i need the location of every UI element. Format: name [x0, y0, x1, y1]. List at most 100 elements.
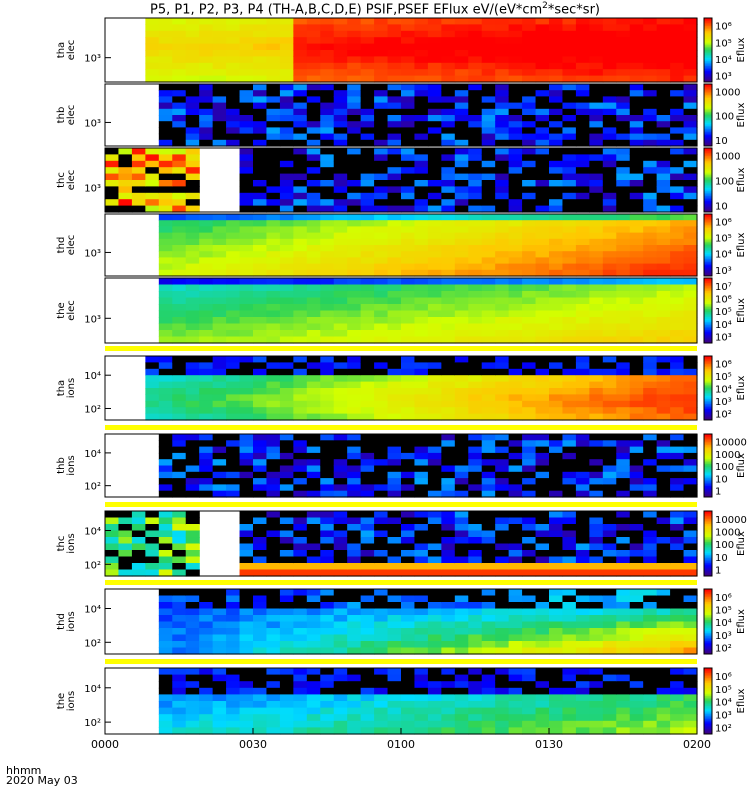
spectrogram-cell — [643, 628, 658, 636]
spectrogram-cell — [575, 108, 590, 116]
colorbar-segment — [704, 156, 712, 159]
spectrogram-cell — [427, 245, 442, 252]
spectrogram-cell — [387, 668, 402, 676]
spectrogram-cell — [656, 90, 671, 97]
spectrogram-cell — [468, 304, 483, 312]
spectrogram-cell — [656, 720, 671, 728]
spectrogram-cell — [401, 589, 416, 597]
spectrogram-cell — [643, 139, 658, 147]
spectrogram-cell — [306, 37, 321, 45]
spectrogram-cell — [333, 108, 348, 116]
x-tick-label: 0130 — [535, 738, 563, 751]
spectrogram-cell — [549, 336, 564, 344]
spectrogram-cell — [118, 524, 133, 532]
spectrogram-cell — [670, 400, 685, 408]
spectrogram-cell — [656, 381, 671, 389]
spectrogram-cell — [266, 394, 281, 402]
spectrogram-cell — [549, 563, 564, 571]
spectrogram-cell — [185, 238, 200, 246]
colorbar-tick-label: 10⁷ — [715, 282, 732, 293]
spectrogram-cell — [575, 608, 590, 616]
colorbar-segment — [704, 597, 712, 600]
spectrogram-cell — [226, 18, 241, 25]
spectrogram-cell — [629, 478, 644, 485]
spectrogram-cell — [401, 167, 416, 175]
spectrogram-cell — [441, 50, 456, 57]
spectrogram-cell — [387, 56, 402, 64]
spectrogram-cell — [266, 641, 281, 649]
colorbar-segment — [704, 318, 712, 321]
spectrogram-cell — [401, 400, 416, 408]
spectrogram-cell — [602, 537, 617, 545]
spectrogram-cell — [481, 84, 496, 91]
spectrogram-cell — [199, 478, 214, 485]
spectrogram-cell — [629, 440, 644, 448]
spectrogram-cell — [441, 284, 456, 292]
spectrogram-cell — [185, 330, 200, 338]
colorbar-segment — [704, 682, 712, 685]
spectrogram-cell — [414, 24, 429, 32]
spectrogram-cell — [387, 707, 402, 715]
spectrogram-cell — [522, 413, 537, 421]
spectrogram-cell — [212, 356, 227, 363]
spectrogram-cell — [683, 720, 698, 728]
spectrogram-cell — [360, 43, 375, 51]
spectrogram-cell — [629, 434, 644, 441]
spectrogram-cell — [562, 668, 577, 676]
spectrogram-cell — [387, 517, 402, 525]
colorbar-segment — [704, 295, 712, 299]
spectrogram-cell — [266, 304, 281, 312]
spectrogram-cell — [172, 394, 187, 402]
colorbar-segment — [704, 118, 712, 121]
spectrogram-cell — [105, 205, 120, 213]
spectrogram-cell — [266, 284, 281, 292]
spectrogram-cell — [481, 238, 496, 246]
spectrogram-cell — [374, 127, 389, 135]
spectrogram-cell — [360, 543, 375, 551]
spectrogram-cell — [279, 602, 294, 610]
spectrogram-cell — [239, 245, 254, 252]
spectrogram-cell — [656, 18, 671, 25]
spectrogram-cell — [266, 43, 281, 51]
spectrogram-cell — [320, 336, 335, 344]
spectrogram-cell — [549, 641, 564, 649]
spectrogram-cell — [253, 628, 268, 636]
panel-species-label: ions — [66, 611, 77, 631]
colorbar-segment — [704, 338, 712, 341]
spectrogram-cell — [656, 434, 671, 441]
spectrogram-cell — [616, 687, 631, 695]
spectrogram-cell — [320, 434, 335, 441]
spectrogram-cell — [374, 440, 389, 448]
spectrogram-cell — [387, 226, 402, 234]
spectrogram-cell — [683, 69, 698, 77]
spectrogram-cell — [172, 330, 187, 338]
spectrogram-cell — [481, 589, 496, 597]
colorbar-segment — [704, 186, 712, 189]
spectrogram-cell — [549, 413, 564, 421]
colorbar-segment — [704, 149, 712, 152]
spectrogram-cell — [643, 232, 658, 240]
spectrogram-cell — [306, 133, 321, 141]
spectrogram-cell — [333, 24, 348, 32]
spectrogram-cell — [293, 452, 308, 460]
spectrogram-cell — [481, 628, 496, 636]
spectrogram-cell — [226, 284, 241, 292]
spectrogram-cell — [643, 407, 658, 415]
spectrogram-cell — [589, 330, 604, 338]
spectrogram-cell — [360, 362, 375, 370]
spectrogram-cell — [562, 167, 577, 175]
spectrogram-cell — [549, 543, 564, 551]
spectrogram-cell — [172, 50, 187, 57]
spectrogram-cell — [266, 180, 281, 187]
spectrogram-cell — [293, 257, 308, 265]
spectrogram-cell — [670, 43, 685, 51]
spectrogram-cell — [226, 214, 241, 221]
colorbar-tick-label: 10⁵ — [715, 372, 732, 383]
spectrogram-cell — [454, 102, 469, 110]
spectrogram-cell — [185, 394, 200, 402]
spectrogram-cell — [643, 608, 658, 616]
spectrogram-cell — [333, 511, 348, 519]
spectrogram-cell — [629, 589, 644, 597]
spectrogram-cell — [589, 160, 604, 168]
